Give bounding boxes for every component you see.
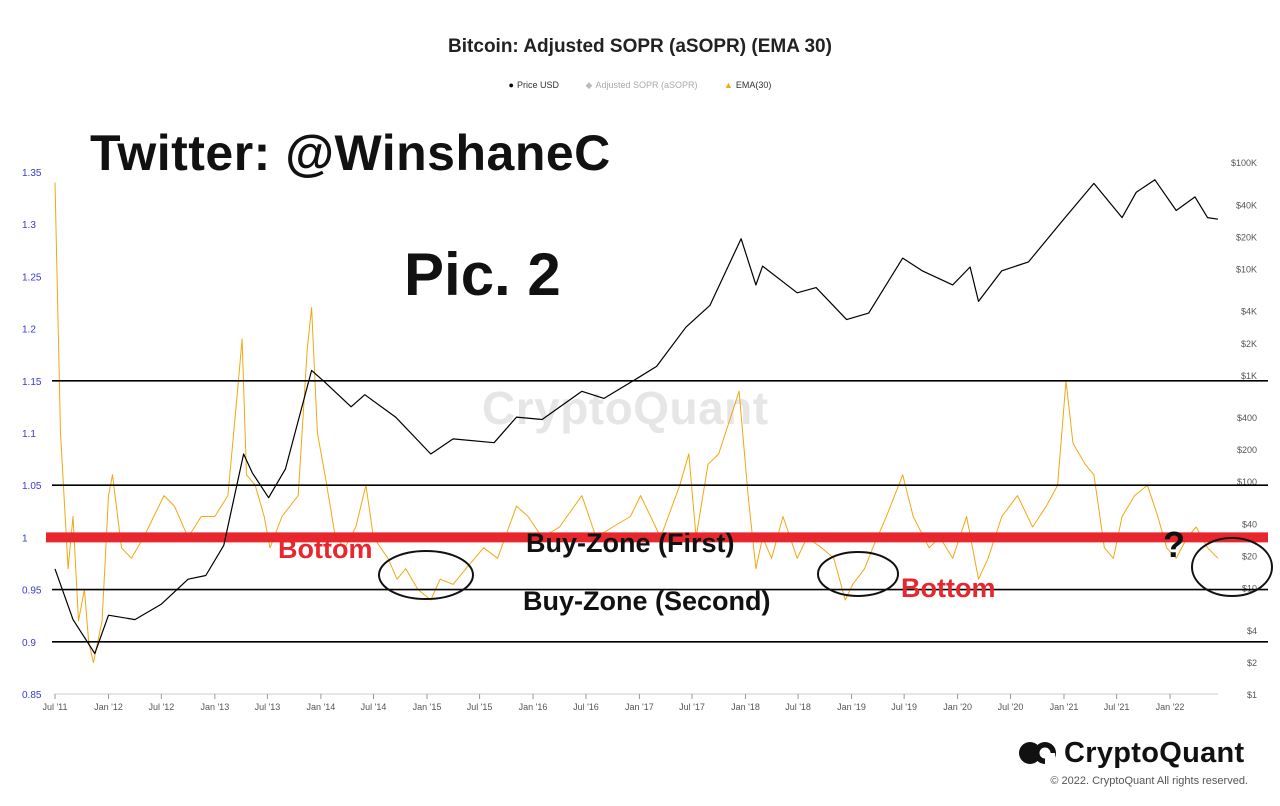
left-axis-tick-label: 0.85 — [22, 690, 42, 701]
legend-triangle-icon: ▲ — [724, 80, 733, 90]
x-axis-tick-label: Jul '19 — [891, 702, 917, 712]
x-axis-tick-label: Jan '21 — [1050, 702, 1079, 712]
bottom-highlight-ellipse — [817, 551, 899, 597]
x-axis-tick-label: Jan '18 — [731, 702, 760, 712]
right-axis-tick-label: $1K — [1241, 371, 1257, 381]
x-axis-tick-label: Jan '15 — [413, 702, 442, 712]
x-axis-tick-label: Jan '13 — [200, 702, 229, 712]
question-highlight-ellipse — [1191, 537, 1273, 597]
buy-zone-second-label: Buy-Zone (Second) — [523, 586, 771, 616]
right-axis-tick-label: $100K — [1231, 158, 1257, 168]
x-axis-tick-label: Jul '20 — [998, 702, 1024, 712]
x-axis-tick-label: Jul '18 — [785, 702, 811, 712]
pic-label: Pic. 2 — [404, 241, 561, 308]
left-axis-tick-label: 1.1 — [22, 429, 36, 440]
left-axis-tick-label: 1.25 — [22, 272, 42, 283]
left-axis-tick-label: 0.9 — [22, 638, 36, 649]
legend-label-asopr: Adjusted SOPR (aSOPR) — [595, 80, 698, 90]
x-axis-tick-label: Jul '11 — [42, 702, 67, 712]
cryptoquant-logo: CryptoQuant — [1018, 735, 1245, 771]
right-axis-tick-label: $40K — [1236, 200, 1257, 210]
left-axis-tick-label: 1.35 — [22, 168, 42, 179]
x-axis-tick-label: Jan '14 — [307, 702, 336, 712]
right-axis-tick-label: $1 — [1247, 690, 1257, 700]
brand-name: CryptoQuant — [1064, 736, 1245, 769]
cryptoquant-logo-icon — [1019, 742, 1056, 765]
x-axis-tick-label: Jul '21 — [1104, 702, 1130, 712]
legend-item-price[interactable]: ● Price USD — [509, 80, 559, 90]
legend-item-ema[interactable]: ▲ EMA(30) — [724, 80, 771, 90]
x-axis-tick-label: Jul '17 — [679, 702, 705, 712]
x-axis-tick-label: Jan '16 — [519, 702, 548, 712]
chart-watermark: CryptoQuant — [482, 382, 769, 434]
left-axis-tick-label: 0.95 — [22, 586, 42, 597]
right-axis-tick-label: $10 — [1242, 584, 1257, 594]
right-axis-tick-label: $2 — [1247, 658, 1257, 668]
right-axis-tick-label: $200 — [1237, 445, 1257, 455]
right-axis-tick-label: $20 — [1242, 552, 1257, 562]
left-axis-tick-label: 1.05 — [22, 481, 42, 492]
right-axis-tick-label: $100 — [1237, 477, 1257, 487]
buy-zone-first-label: Buy-Zone (First) — [526, 528, 735, 558]
x-axis-tick-label: Jul '12 — [148, 702, 174, 712]
right-axis-tick-label: $400 — [1237, 413, 1257, 423]
chart-legend: ● Price USD ◆ Adjusted SOPR (aSOPR) ▲ EMA(3… — [0, 80, 1280, 91]
left-axis-tick-label: 1.3 — [22, 220, 36, 231]
bottom-annotation-left: Bottom — [278, 534, 373, 564]
x-axis-tick-label: Jul '14 — [361, 702, 387, 712]
copyright-text: © 2022. CryptoQuant All rights reserved. — [1050, 775, 1248, 787]
right-axis-tick-label: $20K — [1236, 232, 1257, 242]
legend-label-price: Price USD — [516, 80, 559, 90]
x-axis-tick-label: Jul '13 — [255, 702, 281, 712]
x-axis-tick-label: Jan '19 — [837, 702, 866, 712]
x-axis-tick-label: Jul '15 — [467, 702, 493, 712]
x-axis-tick-label: Jan '22 — [1156, 702, 1185, 712]
twitter-handle-annotation: Twitter: @WinshaneC — [90, 125, 611, 181]
legend-dot-icon: ● — [508, 80, 514, 90]
left-axis-tick-label: 1.2 — [22, 325, 36, 336]
price-usd-series-line — [54, 179, 1219, 655]
bottom-annotation-right: Bottom — [901, 573, 996, 603]
right-axis-tick-label: $4K — [1241, 307, 1257, 317]
chart-title: Bitcoin: Adjusted SOPR (aSOPR) (EMA 30) — [448, 36, 832, 57]
right-axis-tick-label: $10K — [1236, 264, 1257, 274]
question-mark-annotation: ? — [1163, 524, 1185, 565]
x-axis-tick-label: Jul '16 — [573, 702, 599, 712]
legend-label-ema: EMA(30) — [735, 80, 772, 90]
right-axis-tick-label: $40 — [1242, 520, 1257, 530]
left-axis-tick-label: 1 — [22, 533, 28, 544]
x-axis-tick-label: Jan '17 — [625, 702, 654, 712]
left-axis-tick-label: 1.15 — [22, 377, 42, 388]
x-axis-tick-label: Jan '12 — [94, 702, 123, 712]
right-axis-tick-label: $4 — [1247, 626, 1257, 636]
bottom-highlight-ellipse — [378, 550, 474, 600]
legend-diamond-icon: ◆ — [585, 80, 593, 90]
ema30-series-line — [54, 182, 1219, 664]
right-axis-tick-label: $2K — [1241, 339, 1257, 349]
legend-item-asopr[interactable]: ◆ Adjusted SOPR (aSOPR) — [586, 80, 698, 91]
x-axis-tick-label: Jan '20 — [943, 702, 972, 712]
